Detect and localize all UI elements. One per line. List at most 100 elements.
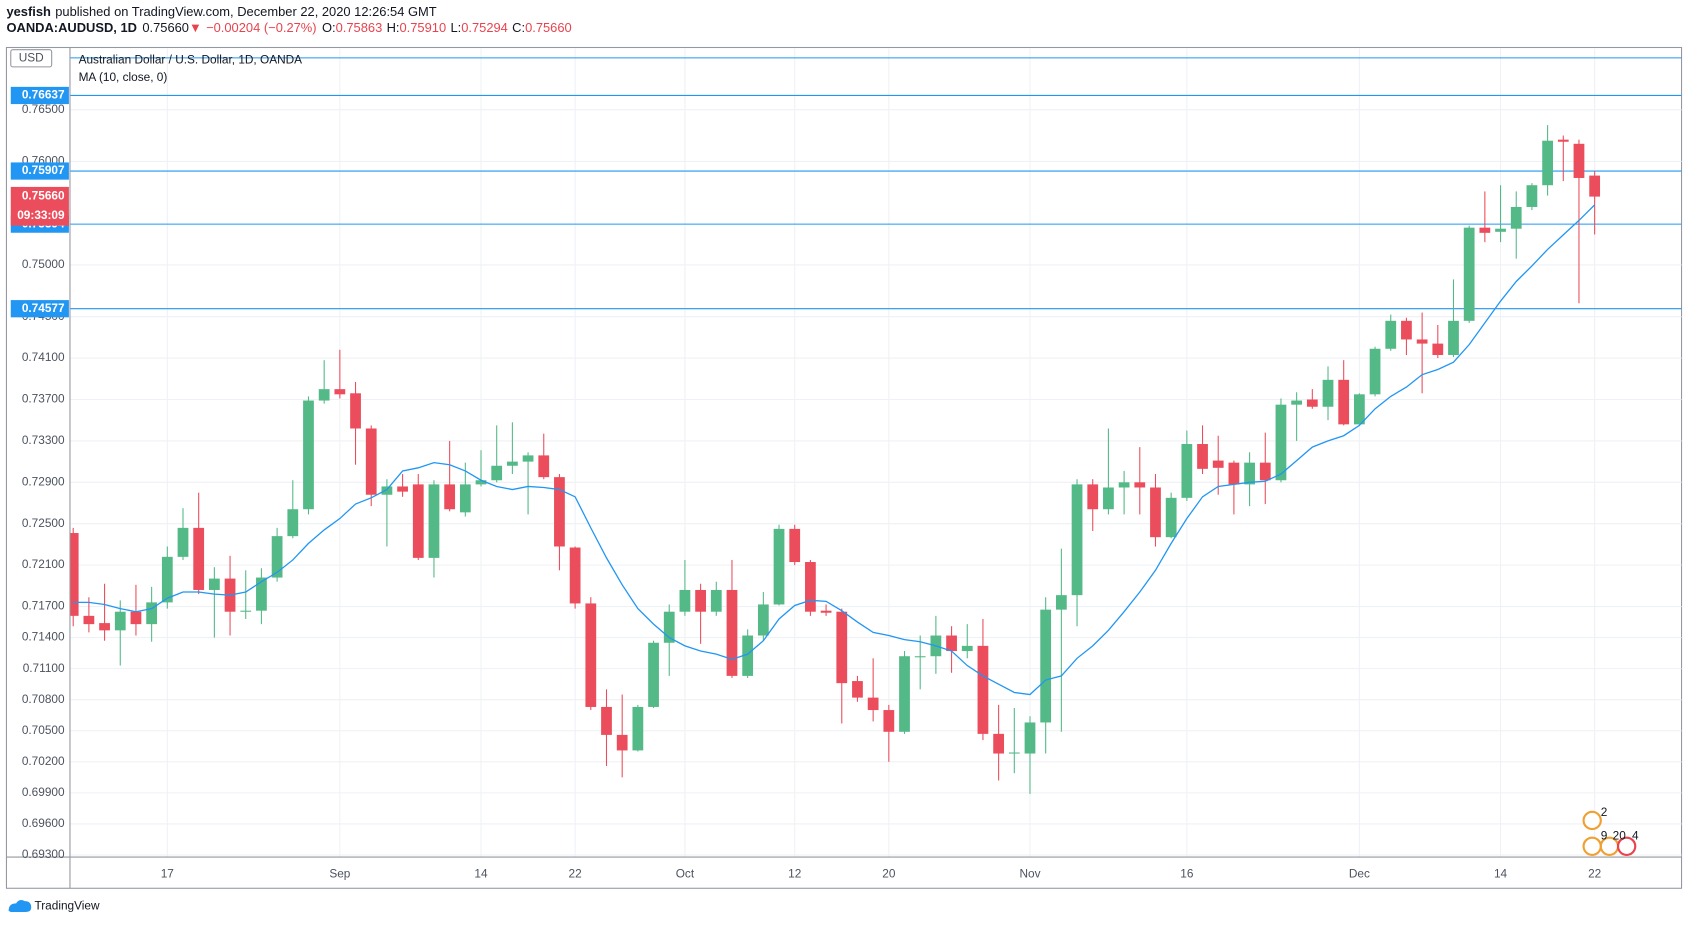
candle-body [1463,227,1475,321]
y-tick-label: 0.76500 [22,102,65,116]
candle-body [1008,752,1020,754]
candle-body [1259,462,1271,481]
y-tick-label: 0.70800 [22,692,65,706]
candle-body [1353,394,1365,425]
candle-body [99,623,110,631]
open-label: O: [322,21,336,36]
candle-body [695,589,706,612]
price-label-box [10,86,69,105]
close-label: C: [512,21,525,36]
low-label: L: [450,21,461,36]
candle-body [773,528,785,605]
candle-body [1369,348,1381,395]
candle-body [1401,320,1412,340]
candle-body [193,527,205,590]
candle-body [1432,343,1444,355]
x-tick-label: 22 [1588,866,1601,880]
last-price-box [10,186,69,226]
price-label: 0.74577 [22,301,65,315]
candle-body [1150,487,1161,538]
candle-body [1118,482,1130,488]
event-icon [1582,836,1602,856]
candle-body [1573,143,1585,178]
events: 2 9 20 4 [1582,805,1639,856]
price-label-box [10,300,69,318]
candle-body [1338,379,1350,425]
candle-body [475,480,487,485]
ma-legend: MA (10, close, 0) [79,70,168,84]
candle-body [867,697,879,711]
candle-body [318,389,330,401]
y-tick-label: 0.69600 [22,816,65,830]
candle-body [538,455,550,478]
candle-body [444,484,456,510]
candle-body [365,428,377,495]
candle-body [961,645,973,652]
candle-body [836,611,848,684]
candle-body [1103,487,1114,510]
candle-body [742,635,754,676]
price-label: 0.76637 [22,88,65,102]
y-tick-label: 0.72100 [22,557,65,571]
countdown: 09:33:09 [17,208,65,222]
plot [69,125,1601,794]
candle-body [491,465,503,481]
high: 0.75910 [399,21,446,36]
candle-body [208,578,220,590]
candle-body [1322,379,1334,407]
header-line: yesfish published on TradingView.com, Dec… [6,4,436,19]
candle-body [1495,228,1506,232]
candle-body [993,733,1005,754]
candle-body [554,477,565,547]
candle-body [757,604,769,636]
event-icon [1582,810,1602,831]
candle-body [1479,227,1491,233]
candle-body [1244,462,1255,485]
logo [8,899,32,912]
candle-body [1087,484,1099,510]
candle-body [1212,460,1224,468]
candle-body [1275,404,1287,481]
y-tick-label: 0.69300 [22,847,65,861]
y-tick-label: 0.72900 [22,474,65,488]
last-price-label: 0.75660 [22,189,65,203]
x-tick-label: 22 [569,866,582,880]
candle-body [240,610,252,612]
y-tick-label: 0.72500 [22,516,65,530]
x-tick-label: Oct [676,866,695,880]
candle-body [69,533,79,616]
x-tick-label: Dec [1349,866,1370,880]
ma-line [73,204,1596,696]
candle-body [1557,139,1569,142]
change: −0.00204 (−0.27%) [206,21,317,36]
y-tick-label: 0.74100 [22,350,65,364]
symbol: OANDA:AUDUSD, 1D [6,21,137,36]
user: yesfish [6,4,51,19]
price-label: 0.75907 [22,163,65,177]
candle-body [428,484,440,558]
candle-body [1291,400,1303,405]
candle-body [1071,484,1083,596]
currency: USD [19,50,44,64]
event-count: 4 [1632,829,1639,843]
candle-body [805,562,816,612]
candle-body [648,642,659,707]
candle-body [1542,140,1553,186]
candle-body [569,547,581,604]
price-label-box [10,162,69,180]
event-count: 9 [1601,829,1608,843]
x-tick-label: 14 [1494,866,1508,880]
candle-body [350,393,361,429]
candle-body [256,577,267,611]
candle-body [616,734,628,751]
candle-body [161,556,173,603]
candle-body [1165,497,1177,538]
candle-body [1055,595,1067,610]
candle-body [83,615,95,625]
quote-line: OANDA:AUDUSD, 1D 0.75660▼ −0.00204 (−0.27%… [6,21,571,36]
x-tick-label: 12 [788,866,801,880]
y-tick-label: 0.69900 [22,785,65,799]
candle-body [1306,399,1318,407]
